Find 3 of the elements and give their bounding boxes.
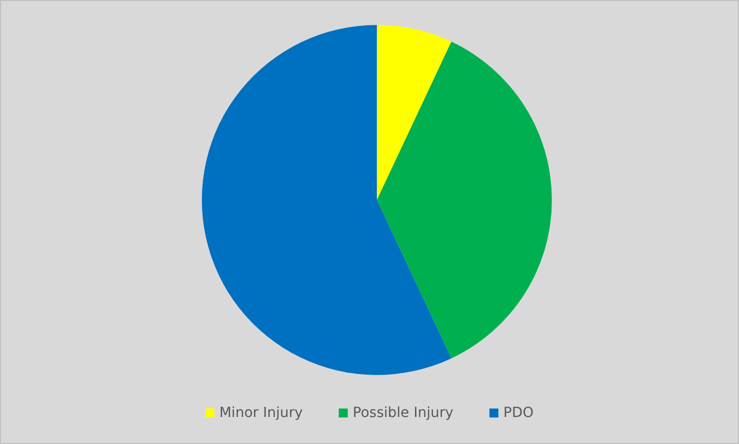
legend-label: Minor Injury	[219, 405, 303, 421]
legend-label: Possible Injury	[352, 405, 454, 421]
legend-label: PDO	[503, 405, 534, 421]
